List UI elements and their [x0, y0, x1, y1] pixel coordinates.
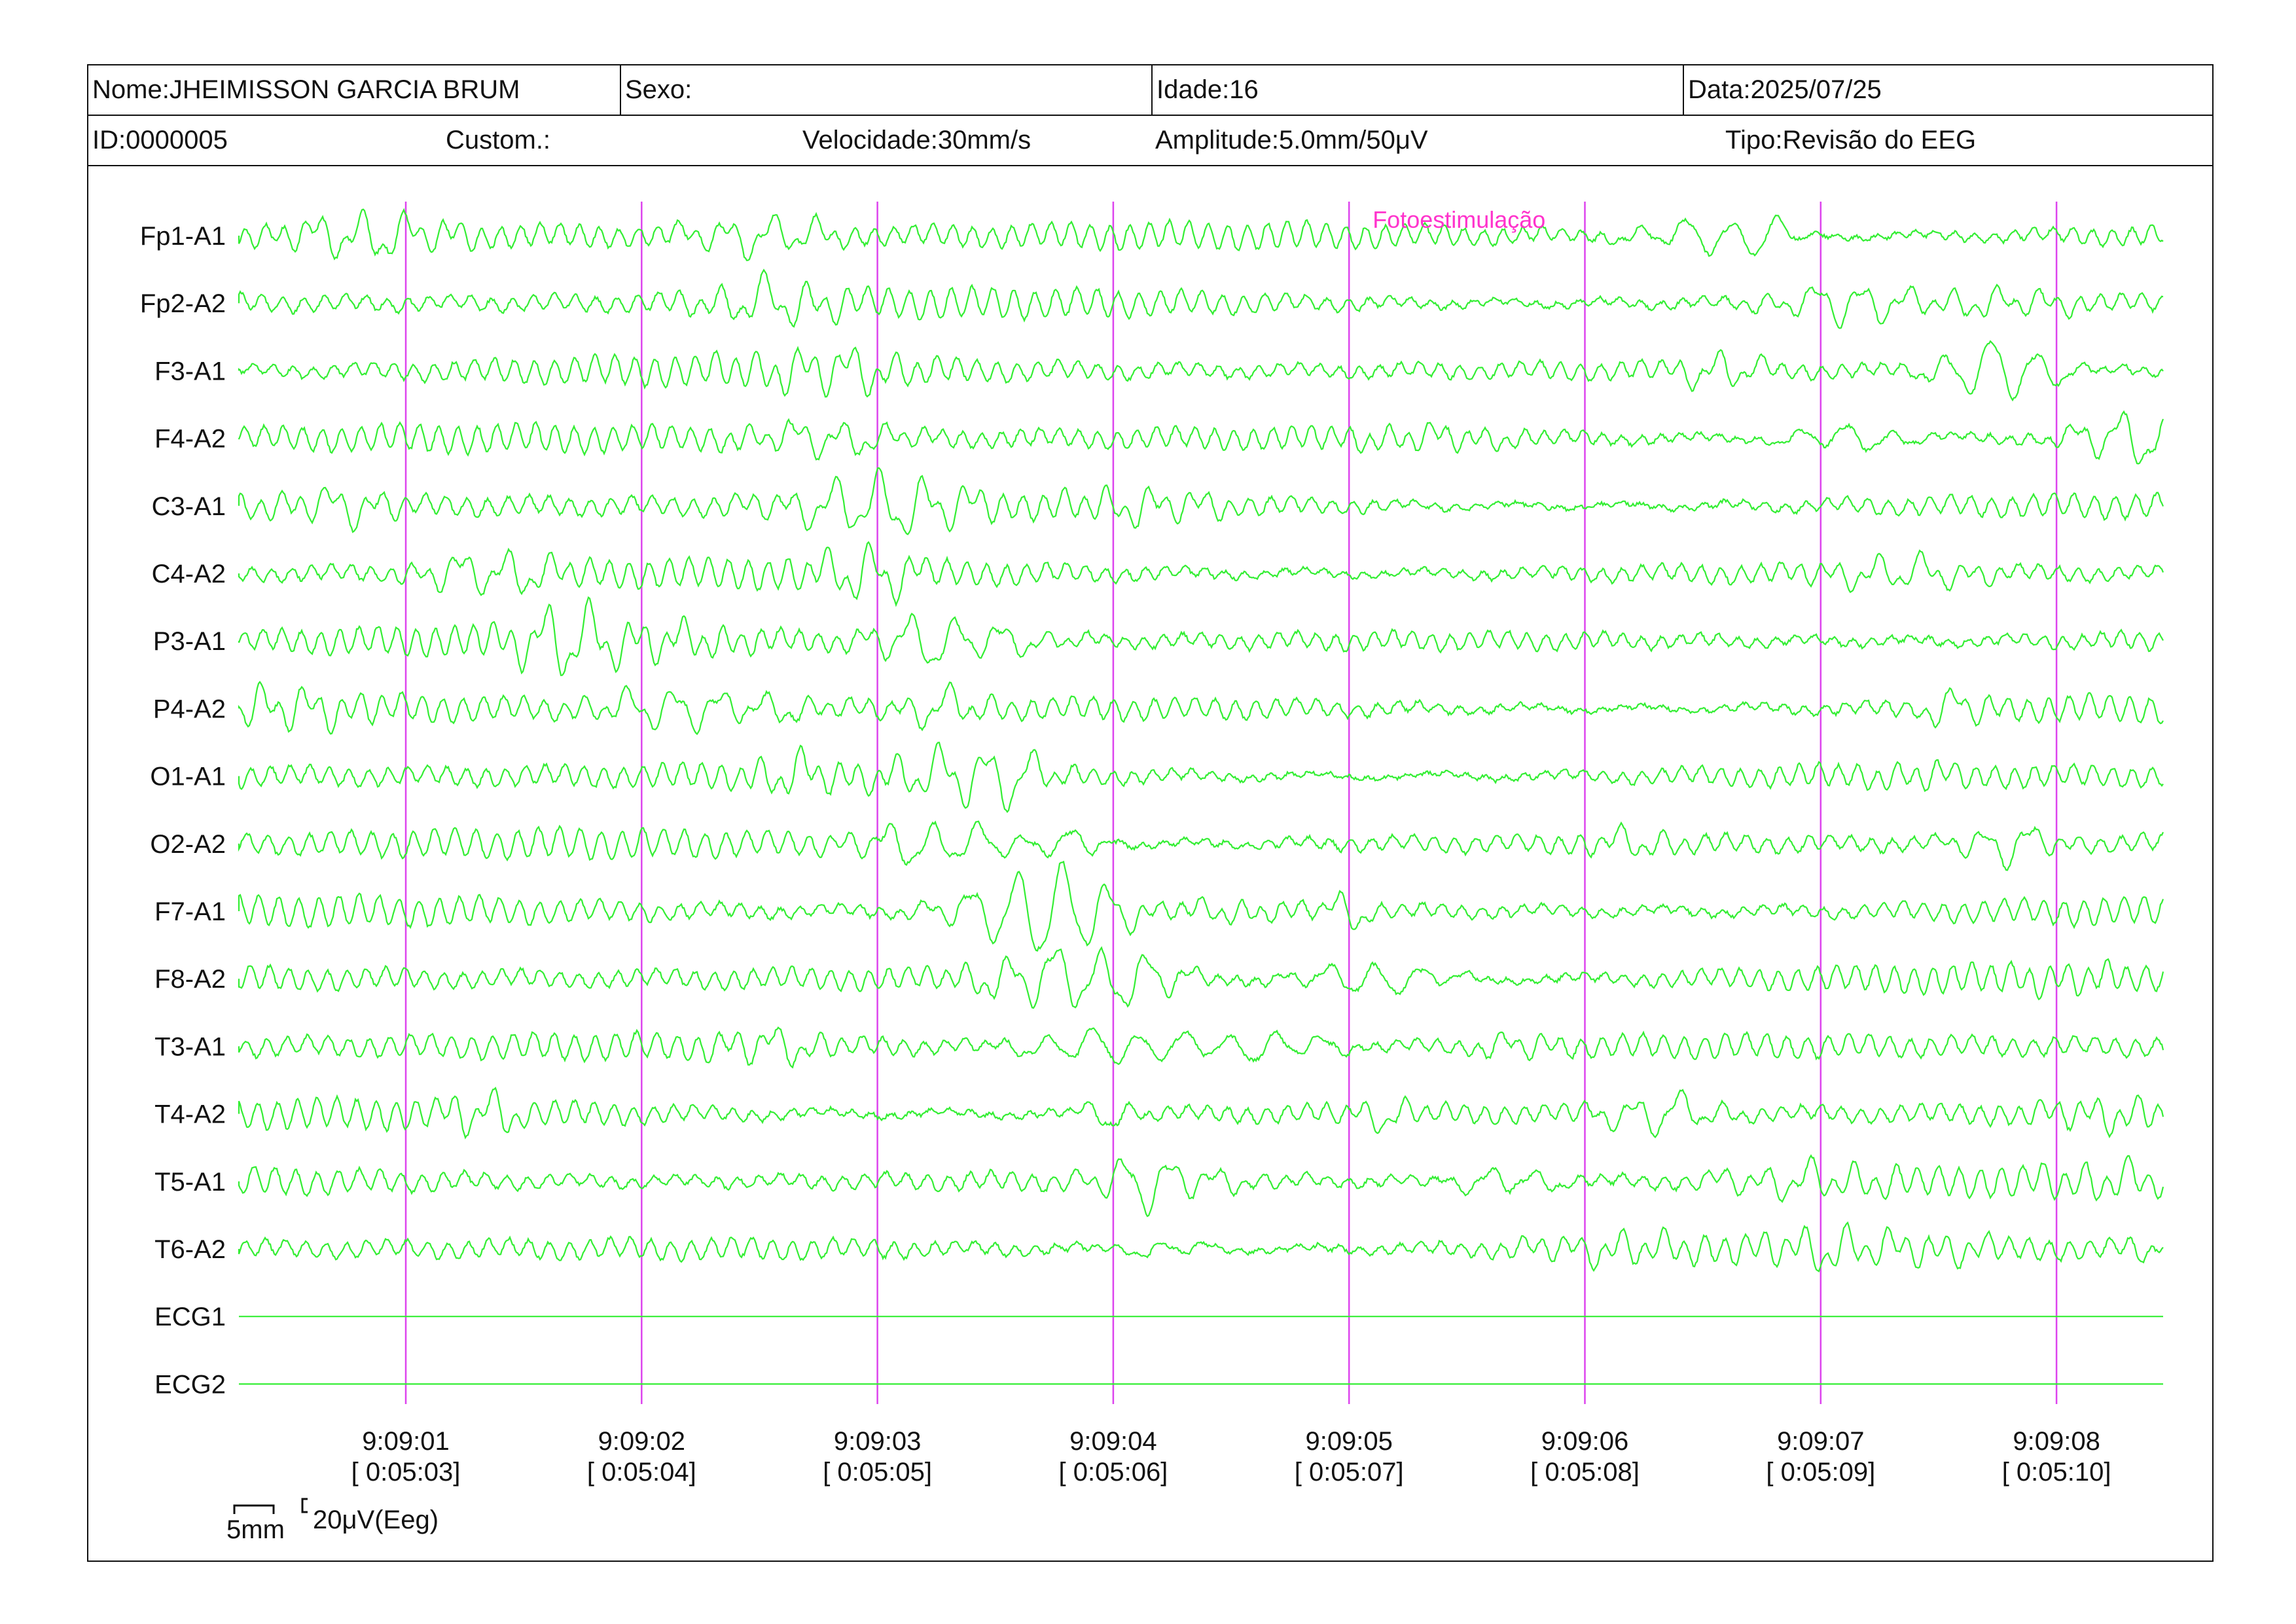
speed-value: 30mm/s [937, 126, 1031, 154]
channel-label: Fp2-A2 [140, 289, 226, 318]
channel-trace [238, 340, 2164, 402]
channel-trace [238, 820, 2164, 871]
clock-time-label: 9:09:01 [362, 1427, 449, 1456]
channel-trace [238, 467, 2164, 535]
patient-age-field: Idade: 16 [1151, 65, 1683, 115]
elapsed-time-label: [ 0:05:08] [1530, 1458, 1640, 1487]
patient-name-value: JHEIMISSON GARCIA BRUM [169, 75, 520, 104]
channel-label: T4-A2 [154, 1100, 226, 1129]
time-marker-lines [404, 202, 2058, 1404]
channel-trace [238, 946, 2164, 1009]
channel-label: F8-A2 [154, 965, 226, 994]
patient-age-value: 16 [1229, 75, 1259, 104]
time-scale-bracket [233, 1504, 275, 1514]
clock-time-label: 9:09:06 [1541, 1427, 1628, 1456]
custom-field: Custom.: [442, 116, 550, 165]
header-row-recording: ID: 0000005 Custom.: Velocidade: 30mm/s Am… [88, 116, 2212, 166]
channel-label: C4-A2 [152, 560, 226, 588]
type-value: Revisão do EEG [1782, 126, 1977, 154]
channel-label: C3-A1 [152, 492, 226, 521]
channel-trace [238, 680, 2164, 736]
patient-id-label: ID: [92, 126, 126, 154]
channel-trace [238, 1154, 2164, 1218]
elapsed-time-label: [ 0:05:05] [823, 1458, 932, 1487]
speed-field: Velocidade: 30mm/s [798, 116, 1031, 165]
channel-label: P4-A2 [153, 695, 226, 723]
channel-trace [238, 596, 2164, 676]
patient-sex-label: Sexo: [625, 75, 692, 104]
patient-age-label: Idade: [1157, 75, 1230, 104]
calibration-scale: 5mm 20μV(Eeg) [226, 1498, 439, 1544]
photostimulation-event-label: Fotoestimulação [1372, 206, 1545, 233]
channel-label: F7-A1 [154, 897, 226, 926]
elapsed-time-label: [ 0:05:06] [1059, 1458, 1168, 1487]
channel-trace [238, 860, 2164, 952]
channel-trace [238, 410, 2164, 465]
exam-date-label: Data: [1688, 75, 1751, 104]
channel-trace [238, 1087, 2164, 1140]
channel-label: T3-A1 [154, 1032, 226, 1061]
time-scale-label: 5mm [226, 1515, 285, 1544]
channel-label: F4-A2 [154, 425, 226, 454]
clock-time-label: 9:09:08 [2013, 1427, 2100, 1456]
channel-label: O2-A2 [150, 830, 226, 859]
channel-label: ECG1 [154, 1303, 226, 1331]
eeg-traces [238, 208, 2164, 1385]
type-field: Tipo: Revisão do EEG [1721, 116, 1976, 165]
clock-time-label: 9:09:03 [834, 1427, 921, 1456]
patient-name-label: Nome: [92, 75, 170, 104]
channel-label: ECG2 [154, 1370, 226, 1399]
eeg-report-frame: Nome: JHEIMISSON GARCIA BRUM Sexo: Idade:… [87, 64, 2214, 1562]
channel-label: Fp1-A1 [140, 222, 226, 251]
elapsed-time-label: [ 0:05:03] [351, 1458, 461, 1487]
channel-label: T6-A2 [154, 1235, 226, 1264]
time-labels: 9:09:01[ 0:05:03] 9:09:02[ 0:05:04] 9:09:0… [351, 1427, 2111, 1487]
channel-label: P3-A1 [153, 627, 226, 656]
patient-name-field: Nome: JHEIMISSON GARCIA BRUM [88, 65, 620, 115]
channel-label: O1-A1 [150, 763, 226, 791]
elapsed-time-label: [ 0:05:07] [1295, 1458, 1404, 1487]
channel-label: T5-A1 [154, 1168, 226, 1197]
clock-time-label: 9:09:05 [1305, 1427, 1392, 1456]
channel-trace [238, 208, 2164, 261]
amplitude-label: Amplitude: [1155, 126, 1279, 154]
elapsed-time-label: [ 0:05:10] [2002, 1458, 2111, 1487]
clock-time-label: 9:09:02 [598, 1427, 685, 1456]
channel-trace [238, 541, 2164, 607]
channel-trace [238, 1026, 2164, 1069]
exam-date-value: 2025/07/25 [1750, 75, 1882, 104]
patient-id-value: 0000005 [126, 126, 228, 154]
exam-date-field: Data: 2025/07/25 [1683, 65, 2212, 115]
patient-id-field: ID: 0000005 [88, 116, 228, 165]
elapsed-time-label: [ 0:05:09] [1766, 1458, 1875, 1487]
type-label: Tipo: [1725, 126, 1783, 154]
patient-sex-field: Sexo: [620, 65, 1151, 115]
amplitude-scale-label: 20μV(Eeg) [313, 1506, 439, 1534]
speed-label: Velocidade: [802, 126, 938, 154]
clock-time-label: 9:09:07 [1777, 1427, 1864, 1456]
header-row-patient: Nome: JHEIMISSON GARCIA BRUM Sexo: Idade:… [88, 65, 2212, 116]
amplitude-value: 5.0mm/50μV [1278, 126, 1428, 154]
amplitude-field: Amplitude: 5.0mm/50μV [1151, 116, 1428, 165]
channel-label: F3-A1 [154, 357, 226, 386]
custom-label: Custom.: [446, 126, 551, 154]
amplitude-scale-bracket [301, 1498, 308, 1513]
channel-trace [238, 742, 2164, 814]
clock-time-label: 9:09:04 [1069, 1427, 1157, 1456]
elapsed-time-label: [ 0:05:04] [587, 1458, 696, 1487]
channel-trace [238, 1221, 2164, 1272]
channel-trace [238, 268, 2164, 329]
channel-labels: Fp1-A1 Fp2-A2 F3-A1 F4-A2 C3-A1 C4-A2 P3-A1 P4-… [140, 222, 226, 1399]
